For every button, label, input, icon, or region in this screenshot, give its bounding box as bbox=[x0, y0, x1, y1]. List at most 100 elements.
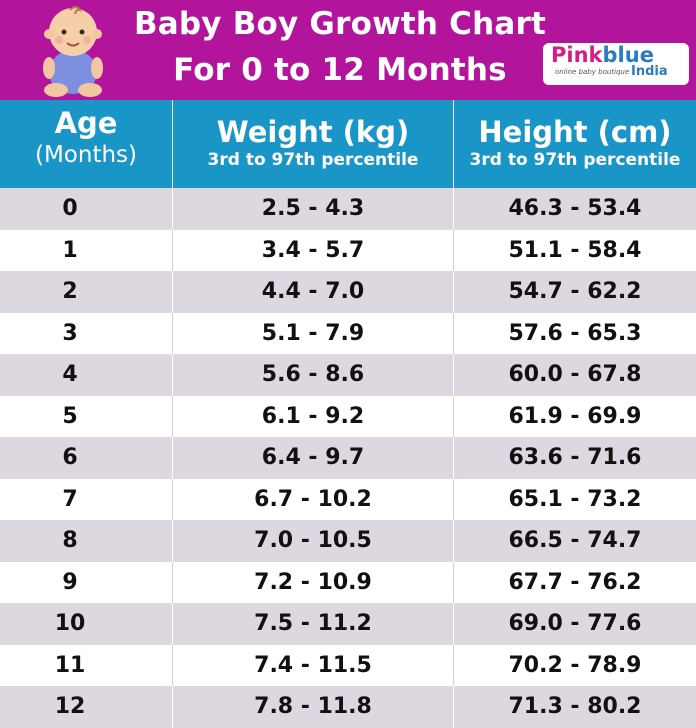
weight-cell: 7.0 - 10.5 bbox=[254, 528, 372, 553]
table-row: 7 6.7 - 10.2 65.1 - 73.2 bbox=[0, 478, 696, 520]
height-cell: 71.3 - 80.2 bbox=[508, 694, 642, 719]
header-age: Age (Months) bbox=[0, 100, 172, 188]
table-row: 1 3.4 - 5.7 51.1 - 58.4 bbox=[0, 229, 696, 271]
height-cell: 46.3 - 53.4 bbox=[508, 196, 642, 221]
height-cell: 60.0 - 67.8 bbox=[508, 362, 642, 387]
chart-title-line1: Baby Boy Growth Chart bbox=[133, 6, 547, 42]
header-age-subtitle: (Months) bbox=[34, 142, 138, 168]
table-header: Age (Months) Weight (kg) 3rd to 97th per… bbox=[0, 100, 696, 188]
height-cell: 67.7 - 76.2 bbox=[508, 569, 642, 595]
age-cell: 10 bbox=[54, 611, 86, 636]
height-cell: 70.2 - 78.9 bbox=[508, 652, 642, 678]
age-cell: 0 bbox=[62, 196, 78, 221]
column-divider bbox=[172, 395, 173, 437]
column-divider bbox=[172, 437, 173, 479]
age-cell: 4 bbox=[62, 362, 78, 387]
brand-logo: Pinkblue online baby boutique India bbox=[543, 43, 689, 85]
column-divider bbox=[453, 644, 454, 686]
column-divider bbox=[453, 478, 454, 520]
weight-cell: 2.5 - 4.3 bbox=[261, 196, 365, 221]
weight-cell: 6.7 - 10.2 bbox=[254, 486, 372, 512]
height-cell: 66.5 - 74.7 bbox=[508, 528, 642, 553]
weight-cell: 7.8 - 11.8 bbox=[254, 694, 372, 719]
column-divider bbox=[453, 561, 454, 603]
age-cell: 8 bbox=[62, 528, 78, 553]
height-cell: 65.1 - 73.2 bbox=[508, 486, 642, 512]
weight-cell: 6.4 - 9.7 bbox=[261, 445, 365, 470]
header-weight-subtitle: 3rd to 97th percentile bbox=[207, 150, 419, 170]
column-divider bbox=[453, 437, 454, 479]
column-divider bbox=[172, 312, 173, 354]
header-height-subtitle: 3rd to 97th percentile bbox=[469, 150, 681, 170]
column-divider bbox=[453, 520, 454, 562]
column-divider bbox=[172, 686, 173, 728]
age-cell: 7 bbox=[62, 486, 78, 512]
age-cell: 2 bbox=[62, 279, 78, 304]
column-divider bbox=[453, 354, 454, 396]
age-cell: 3 bbox=[62, 320, 78, 346]
height-cell: 61.9 - 69.9 bbox=[508, 403, 642, 429]
column-divider bbox=[172, 229, 173, 271]
table-row: 5 6.1 - 9.2 61.9 - 69.9 bbox=[0, 395, 696, 437]
column-divider bbox=[172, 100, 173, 188]
age-cell: 1 bbox=[62, 237, 78, 263]
table-row: 3 5.1 - 7.9 57.6 - 65.3 bbox=[0, 312, 696, 354]
height-cell: 69.0 - 77.6 bbox=[508, 611, 642, 636]
table-row: 0 2.5 - 4.3 46.3 - 53.4 bbox=[0, 188, 696, 230]
table-row: 4 5.6 - 8.6 60.0 - 67.8 bbox=[0, 354, 696, 396]
column-divider bbox=[453, 188, 454, 230]
weight-cell: 6.1 - 9.2 bbox=[261, 403, 365, 429]
weight-cell: 5.6 - 8.6 bbox=[261, 362, 365, 387]
logo-tagline: online baby boutique bbox=[555, 68, 630, 76]
weight-cell: 7.2 - 10.9 bbox=[254, 569, 372, 595]
age-cell: 5 bbox=[62, 403, 78, 429]
logo-blue: blue bbox=[602, 43, 654, 67]
header-weight-title: Weight (kg) bbox=[216, 115, 410, 149]
age-cell: 9 bbox=[62, 569, 78, 595]
weight-cell: 3.4 - 5.7 bbox=[261, 237, 365, 263]
height-cell: 54.7 - 62.2 bbox=[508, 279, 642, 304]
header-age-title: Age bbox=[54, 106, 118, 140]
column-divider bbox=[453, 312, 454, 354]
column-divider bbox=[172, 354, 173, 396]
title-banner: Baby Boy Growth Chart For 0 to 12 Months… bbox=[0, 0, 696, 100]
header-height-title: Height (cm) bbox=[478, 115, 672, 149]
logo-country: India bbox=[631, 64, 668, 79]
age-cell: 11 bbox=[54, 652, 86, 678]
column-divider bbox=[172, 520, 173, 562]
header-height: Height (cm) 3rd to 97th percentile bbox=[454, 100, 696, 188]
column-divider bbox=[172, 188, 173, 230]
age-cell: 6 bbox=[62, 445, 78, 470]
column-divider bbox=[453, 395, 454, 437]
column-divider bbox=[453, 686, 454, 728]
age-cell: 12 bbox=[54, 694, 86, 719]
table-row: 2 4.4 - 7.0 54.7 - 62.2 bbox=[0, 271, 696, 313]
chart-title-line2: For 0 to 12 Months bbox=[173, 52, 507, 88]
table-row: 8 7.0 - 10.5 66.5 - 74.7 bbox=[0, 520, 696, 562]
height-cell: 57.6 - 65.3 bbox=[508, 320, 642, 346]
weight-cell: 7.4 - 11.5 bbox=[254, 652, 372, 678]
table-row: 11 7.4 - 11.5 70.2 - 78.9 bbox=[0, 644, 696, 686]
column-divider bbox=[172, 478, 173, 520]
height-cell: 51.1 - 58.4 bbox=[508, 237, 642, 263]
height-cell: 63.6 - 71.6 bbox=[508, 445, 642, 470]
column-divider bbox=[453, 603, 454, 645]
column-divider bbox=[172, 561, 173, 603]
weight-cell: 4.4 - 7.0 bbox=[261, 279, 365, 304]
table-row: 9 7.2 - 10.9 67.7 - 76.2 bbox=[0, 561, 696, 603]
table-row: 6 6.4 - 9.7 63.6 - 71.6 bbox=[0, 437, 696, 479]
column-divider bbox=[172, 644, 173, 686]
header-weight: Weight (kg) 3rd to 97th percentile bbox=[173, 100, 453, 188]
column-divider bbox=[172, 271, 173, 313]
table-body: 0 2.5 - 4.3 46.3 - 53.4 1 3.4 - 5.7 51.1 - 58… bbox=[0, 188, 696, 728]
weight-cell: 7.5 - 11.2 bbox=[254, 611, 372, 636]
column-divider bbox=[453, 271, 454, 313]
column-divider bbox=[172, 603, 173, 645]
column-divider bbox=[453, 100, 454, 188]
baby-icon bbox=[43, 6, 103, 97]
table-row: 10 7.5 - 11.2 69.0 - 77.6 bbox=[0, 603, 696, 645]
weight-cell: 5.1 - 7.9 bbox=[261, 320, 365, 346]
table-row: 12 7.8 - 11.8 71.3 - 80.2 bbox=[0, 686, 696, 728]
column-divider bbox=[453, 229, 454, 271]
